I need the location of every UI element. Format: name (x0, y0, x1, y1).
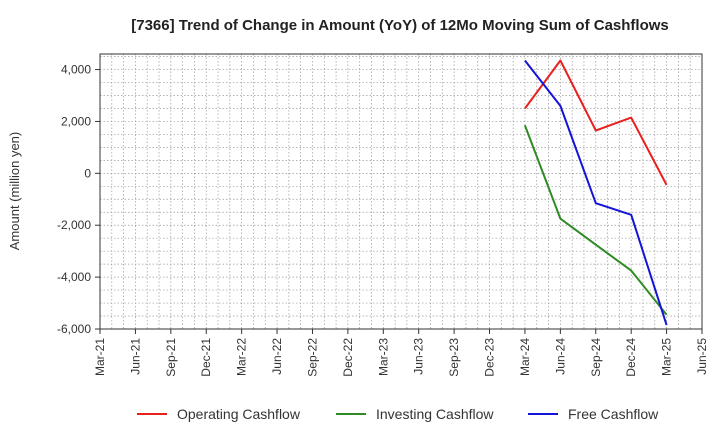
y-tick-label: 0 (84, 166, 91, 180)
y-tick-label: 2,000 (61, 114, 91, 128)
x-tick-label: Jun-23 (412, 338, 426, 375)
y-tick-label: -6,000 (57, 322, 91, 336)
series-line-free-cashflow (524, 59, 668, 326)
x-tick-label: Dec-24 (624, 338, 638, 377)
y-tick-label: 4,000 (61, 63, 91, 77)
y-axis-label: Amount (million yen) (7, 132, 22, 251)
x-tick-label: Sep-21 (164, 338, 178, 377)
y-tick-label: -2,000 (57, 218, 91, 232)
x-tick-label: Jun-21 (128, 338, 142, 375)
legend: Operating Cashflow Investing Cashflow Free… (137, 406, 659, 422)
chart-title: [7366] Trend of Change in Amount (YoY) o… (131, 17, 669, 34)
series-line-investing-cashflow (523, 124, 668, 316)
x-tick-label: Jun-22 (270, 338, 284, 375)
x-tick-label: Jun-24 (553, 338, 567, 375)
x-tick-label: Mar-23 (376, 338, 390, 376)
x-tick-label: Mar-22 (235, 338, 249, 376)
legend-label-investing-cashflow: Investing Cashflow (376, 406, 494, 422)
x-tick-label: Dec-21 (199, 338, 213, 377)
x-tick-label: Dec-23 (483, 338, 497, 377)
grid (100, 54, 702, 329)
y-axis-ticks: 4,000 2,000 0 -2,000 -4,000 -6,000 (57, 63, 100, 336)
x-tick-label: Jun-25 (695, 338, 709, 375)
legend-label-free-cashflow: Free Cashflow (568, 406, 659, 422)
x-tick-label: Sep-22 (305, 338, 319, 377)
series-line-operating-cashflow (524, 59, 668, 186)
x-tick-label: Mar-24 (518, 338, 532, 376)
plot-area-frame (99, 53, 703, 330)
x-tick-label: Sep-23 (447, 338, 461, 377)
y-tick-label: -4,000 (57, 270, 91, 284)
legend-label-operating-cashflow: Operating Cashflow (177, 406, 301, 422)
x-axis-ticks: Mar-21 Jun-21 Sep-21 Dec-21 Mar-22 Jun-22 Sep-… (93, 329, 709, 377)
x-tick-label: Sep-24 (589, 338, 603, 377)
series-lines (523, 59, 668, 326)
x-tick-label: Mar-21 (93, 338, 107, 376)
x-tick-label: Dec-22 (341, 338, 355, 377)
x-tick-label: Mar-25 (660, 338, 674, 376)
